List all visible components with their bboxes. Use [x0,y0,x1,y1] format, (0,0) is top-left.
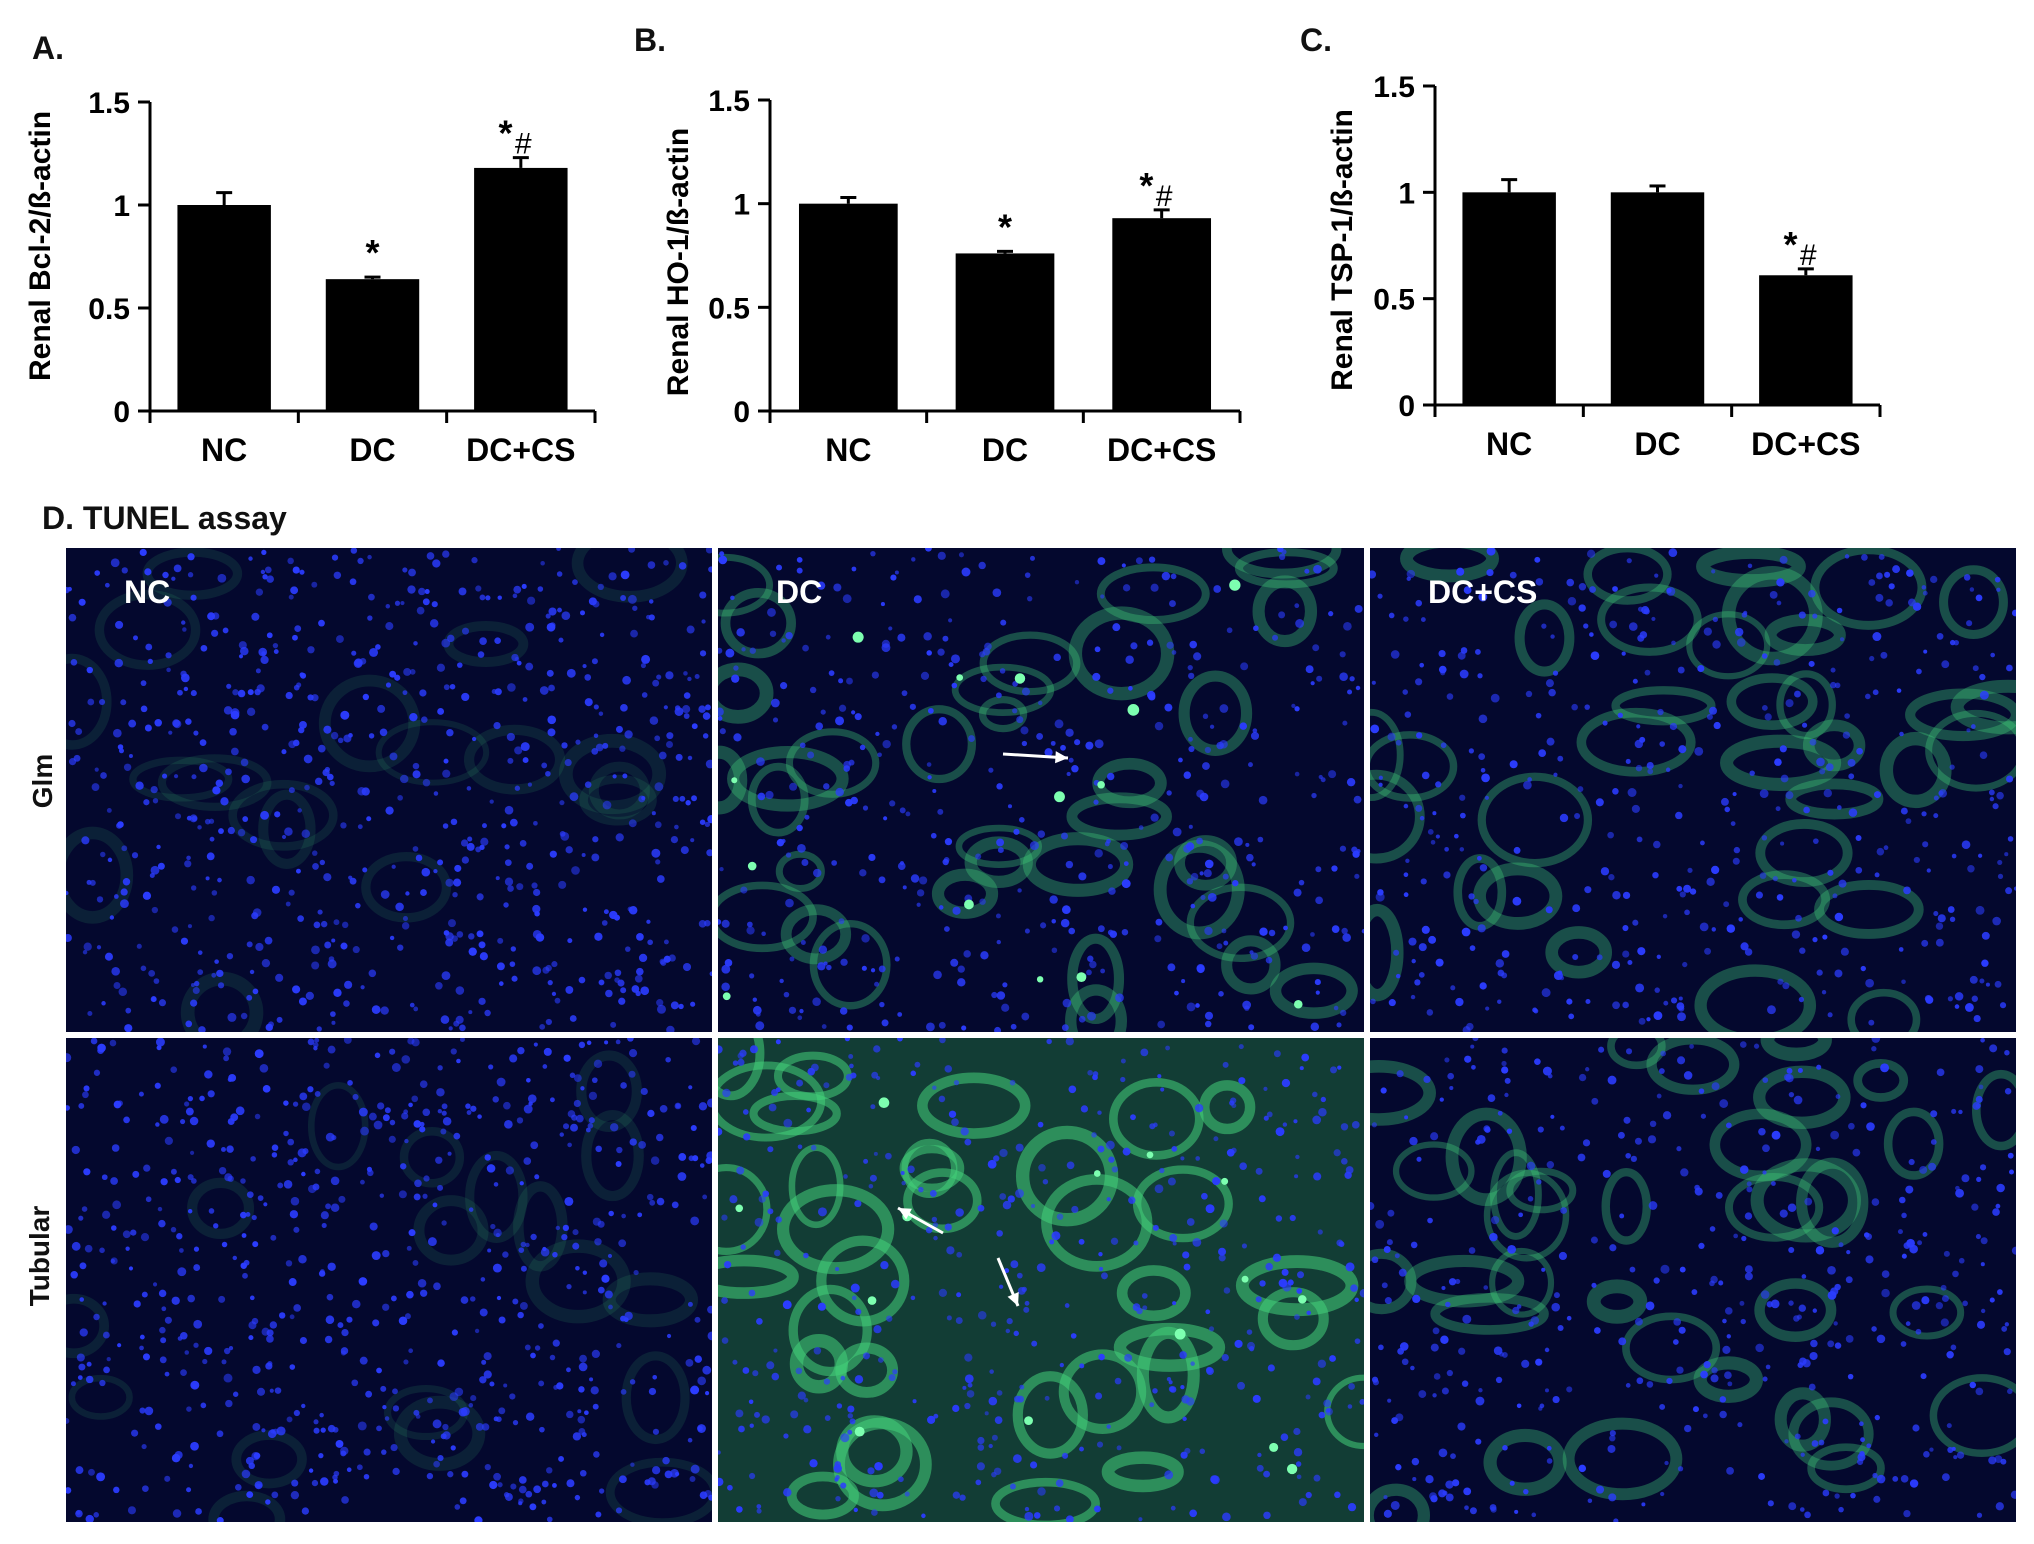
micrograph-glm-dc: DC [718,548,1364,1032]
chart-1-bar-0 [177,205,271,411]
panel-b-label: B. [634,22,666,58]
chart-3-ylabel: Renal TSP-1/ß-actin [1326,109,1359,391]
chart-1-ytick-label-0: 0 [113,396,130,429]
panel-a-label: A. [32,30,64,66]
chart-3-ytick-label-1: 0.5 [1373,284,1415,317]
chart-3-xtick-label-1: DC [1634,426,1680,462]
chart-1-bar-2 [474,167,568,411]
chart-3-ytick-label-2: 1 [1398,177,1415,210]
chart-2-xtick-label-0: NC [825,432,871,468]
chart-3-xtick-label-0: NC [1486,426,1532,462]
chart-2-sig-hash-2: # [1155,180,1172,213]
chart-3-sig-2: *# [1783,224,1816,272]
chart-2-ytick-label-2: 1 [733,189,750,222]
chart-3-sig-hash-2: # [1799,239,1816,272]
chart-2-bar-0 [798,203,898,411]
chart-2-sig-1: * [998,206,1012,247]
chart-1-ytick-label-3: 1.5 [88,87,130,120]
chart-1-ylabel: Renal Bcl-2/ß-actin [24,111,57,381]
chart-3-xtick-label-2: DC+CS [1751,426,1860,462]
chart-2-ytick-label-0: 0 [733,396,750,429]
chart-1-sig-1: * [365,232,379,273]
micrograph-label: DC+CS [1428,574,1538,610]
chart-1-bar-1 [325,279,420,411]
chart-2-xtick-label-2: DC+CS [1107,432,1216,468]
micrograph-label: DC [776,574,823,610]
chart-1-sig-hash-2: # [514,128,531,161]
tunel-title: D. TUNEL assay [42,500,287,536]
micrograph-glm-dc-cs: DC+CS [1370,548,2016,1032]
arrowhead-icon [1055,751,1068,764]
chart-1-xtick-label-0: NC [201,432,247,468]
chart-3-bar-0 [1462,192,1556,405]
chart-2-ytick-label-1: 0.5 [708,292,750,325]
chart-2-ytick-label-3: 1.5 [708,85,750,118]
arrowhead-icon [898,1208,912,1220]
chart-1-ytick-label-2: 1 [113,190,130,223]
row-label-tubular: Tubular [24,1205,55,1307]
micrograph-label: NC [124,574,171,610]
chart-3-ytick-label-0: 0 [1398,390,1415,423]
chart-1-sig-2: *# [498,113,531,161]
chart-1-xtick-label-2: DC+CS [466,432,575,468]
chart-3-bar-1 [1610,192,1705,405]
chart-2-bar-1 [955,253,1055,411]
chart-2-bar-2 [1112,218,1212,411]
micrograph-tubular-nc [66,1038,712,1522]
panel-c-label: C. [1300,22,1332,58]
chart-1-ytick-label-1: 0.5 [88,293,130,326]
chart-3-bar-2 [1759,275,1853,405]
row-label-glm: Glm [27,753,58,809]
chart-2-xtick-label-1: DC [982,432,1028,468]
arrowhead-icon [1007,1292,1019,1306]
chart-1-xtick-label-1: DC [349,432,395,468]
chart-2-sig-2: *# [1139,165,1172,213]
micrograph-tubular-dc-cs [1370,1038,2016,1522]
micrograph-tubular-dc [718,1038,1364,1522]
chart-2-ylabel: Renal HO-1/ß-actin [662,128,695,396]
chart-3-ytick-label-3: 1.5 [1373,71,1415,104]
micrograph-glm-nc: NC [66,548,712,1032]
